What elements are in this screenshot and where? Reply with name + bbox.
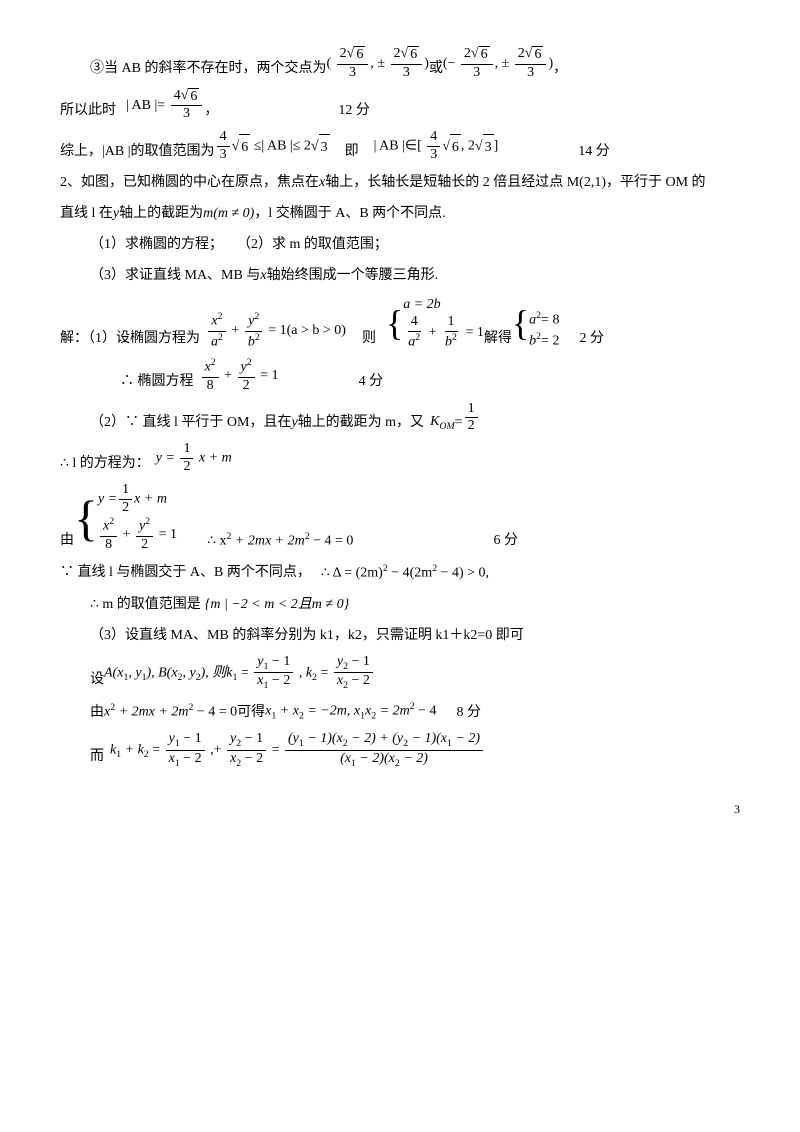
system-substitution: 由 { y =12x + m x28 + y22 = 1 ∴ x2 + 2mx … — [60, 482, 740, 554]
discriminant: ∵ 直线 l 与椭圆交于 A、B 两个不同点， ∴ Δ = (2m)2 − 4(… — [60, 560, 740, 586]
step-3-intersections: ③当 AB 的斜率不存在时，两个交点为 ( 263, ± 263) 或 (− 2… — [60, 46, 740, 82]
sol-3-intro: （3）设直线 MA、MB 的斜率分别为 k1，k2，只需证明 k1＋k2=0 即… — [60, 623, 740, 648]
sol-1-setup: 解：（1）设椭圆方程为 x2a2 + y2b2 = 1(a > b > 0) 则… — [60, 295, 740, 352]
text: ③当 AB 的斜率不存在时，两个交点为 — [90, 56, 326, 81]
line-l-eq: ∴ l 的方程为： y = 12 x + m — [60, 441, 740, 476]
ab-length-case3: 所以此时 | AB |= 463 ， 12 分 — [60, 88, 740, 124]
score-14: 14 分 — [578, 139, 610, 164]
system-2: a2= 8 b2= 2 — [529, 309, 559, 352]
problem-2-line2: 直线 l 在y轴上的截距为 m(m ≠ 0)，l 交椭圆于 A、B 两个不同点. — [60, 201, 740, 226]
sol-2-slope: （2）∵ 直线 l 平行于 OM，且在y轴上的截距为 m，又 KOM = 12 — [60, 401, 740, 436]
range-ineq: 436 ≤| AB |≤ 23 — [215, 129, 330, 164]
quadratic: ∴ x2 + 2mx + 2m2 − 4 = 0 — [207, 528, 353, 554]
system-3: y =12x + m x28 + y22 = 1 — [98, 482, 177, 554]
k1-plus-k2: 而 k1 + k2 = y1 − 1x1 − 2 ,+ y2 − 1x2 − 2… — [60, 731, 740, 769]
range-interval: | AB |∈[ 436, 23] — [374, 129, 499, 164]
problem-2-line1: 2、如图，已知椭圆的中心在原点，焦点在x轴上，长轴长是短轴长的 2 倍且经过点 … — [60, 170, 740, 195]
system-1: a = 2b 4a2 + 1b2 = 1 — [403, 295, 484, 352]
or: 或 — [429, 56, 443, 81]
brace-icon-3: { — [74, 493, 98, 543]
ab-range-conclusion: 综上，|AB |的取值范围为 436 ≤| AB |≤ 23 即 | AB |∈… — [60, 129, 740, 164]
score-6: 6 分 — [493, 528, 518, 553]
score-12: 12 分 — [338, 98, 370, 123]
score-2: 2 分 — [579, 326, 604, 351]
vieta: 由 x2 + 2mx + 2m2 − 4 = 0 可得 x1 + x2 = −2… — [60, 698, 740, 725]
ellipse-eq: ∴ 椭圆方程 x28 + y22 = 1 4 分 — [60, 357, 740, 394]
score-8: 8 分 — [457, 700, 482, 725]
ab-expr: | AB |= 463 — [126, 88, 204, 124]
k1-k2-def: 设 A(x1, y1), B(x2, y2), 则k1 = y1 − 1x1 −… — [60, 654, 740, 692]
brace-icon: { — [386, 305, 403, 341]
point1: ( 263, ± 263) — [326, 46, 428, 82]
problem-2-q12: （1）求椭圆的方程； （2）求 m 的取值范围； — [60, 232, 740, 257]
m-range: ∴ m 的取值范围是 {m | −2 < m < 2且m ≠ 0} — [60, 592, 740, 617]
problem-2-q3: （3）求证直线 MA、MB 与x轴始终围成一个等腰三角形. — [60, 263, 740, 288]
ellipse-general: x2a2 + y2b2 = 1(a > b > 0) — [206, 311, 346, 351]
point2: (− 263, ± 263) — [443, 46, 553, 82]
brace-icon-2: { — [512, 305, 529, 341]
page-number: 3 — [60, 799, 740, 821]
score-4: 4 分 — [359, 369, 384, 394]
